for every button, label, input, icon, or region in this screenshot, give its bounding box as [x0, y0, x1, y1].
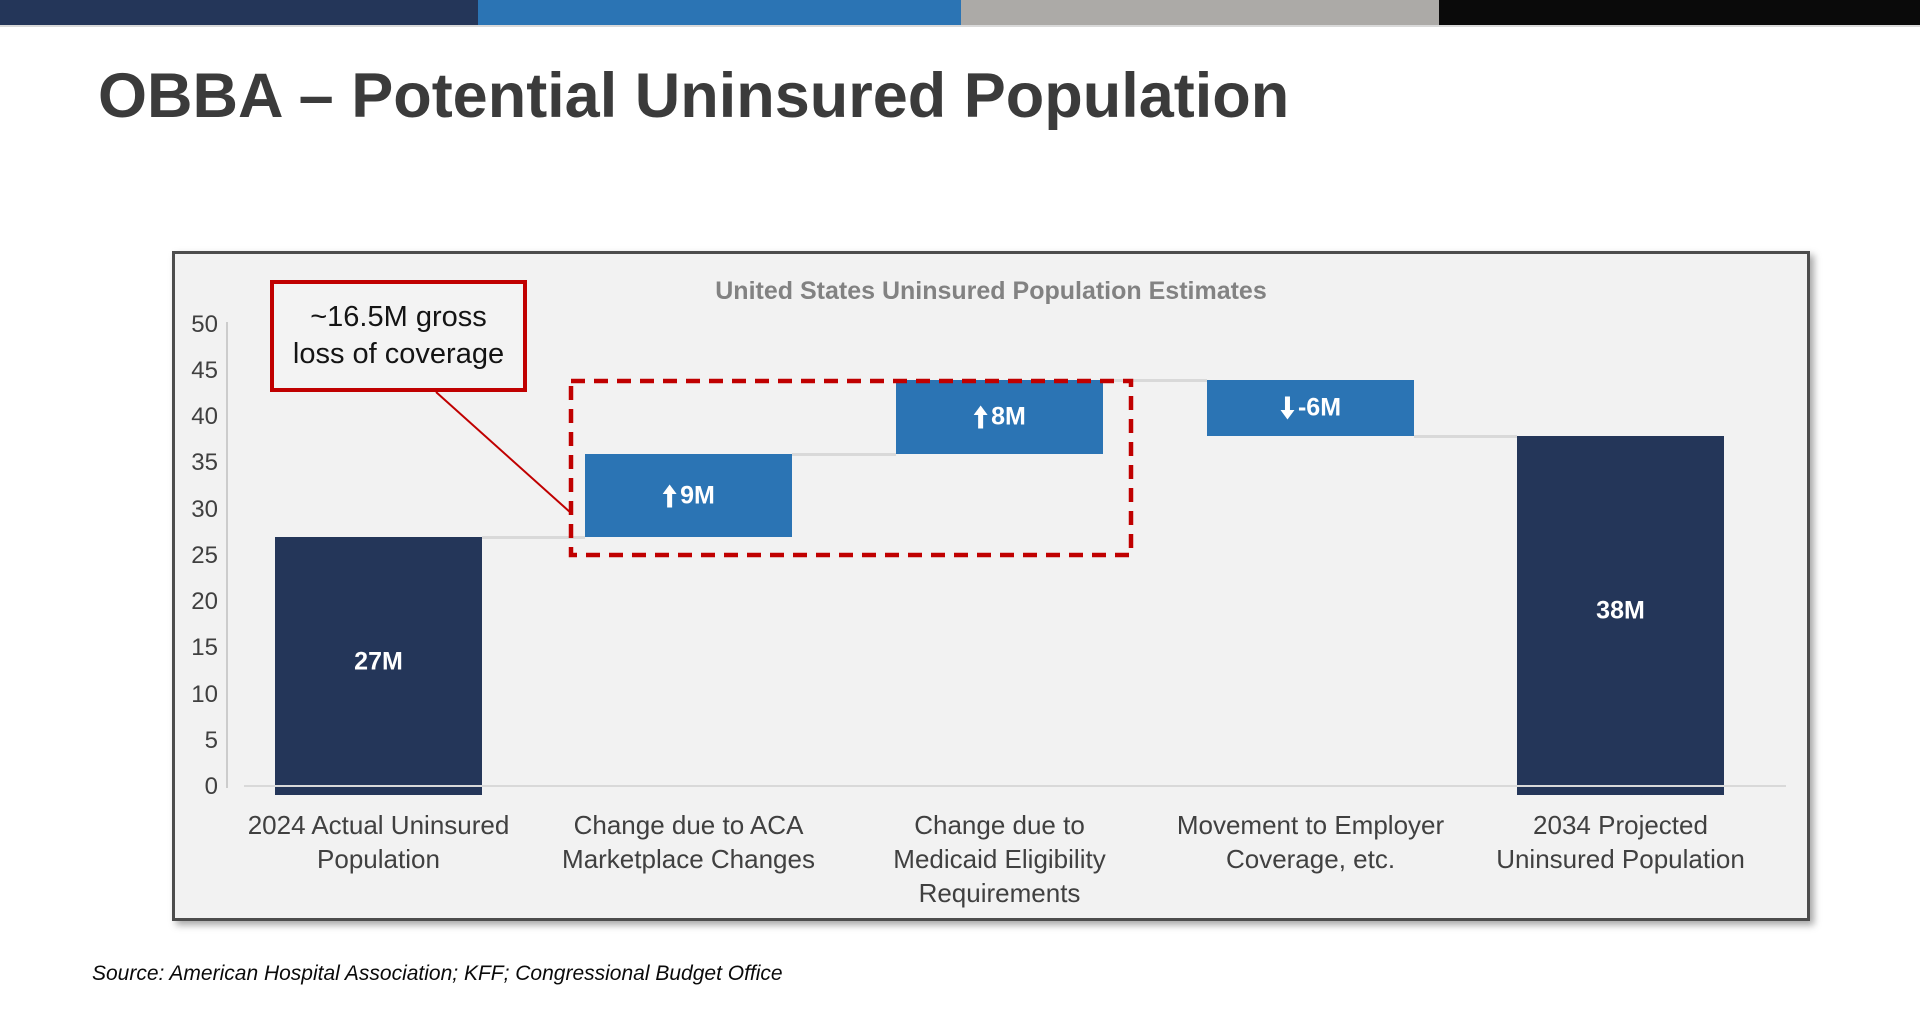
y-axis-tick-label: 10: [191, 680, 218, 708]
connector-line: [482, 536, 585, 540]
y-axis-tick-label: 35: [191, 449, 218, 477]
bar-value-label: 38M: [1596, 597, 1645, 626]
connector-line: [1103, 379, 1207, 382]
bar-value-text: 38M: [1596, 596, 1645, 625]
y-axis-tick-label: 30: [191, 495, 218, 523]
arrow-up-icon: [662, 484, 677, 508]
banner-bar: [0, 0, 1920, 25]
source-note: Source: American Hospital Association; K…: [92, 962, 783, 985]
category-label: 2024 Actual Uninsured Population: [247, 810, 510, 874]
banner-divider: [0, 25, 1920, 27]
arrow-up-icon: [973, 405, 988, 429]
chart-title: United States Uninsured Population Estim…: [715, 277, 1267, 305]
bar-value-label: 9M: [662, 481, 715, 510]
bar-value-text: 9M: [680, 481, 715, 510]
bar-value-text: 27M: [354, 647, 403, 676]
category-label: Change due to Medicaid Eligibility Requi…: [893, 810, 1106, 908]
banner-segment-blue: [478, 0, 961, 25]
category-label: Change due to ACA Marketplace Changes: [562, 810, 815, 874]
annotation-callout: ~16.5M gross loss of coverage: [270, 280, 527, 392]
x-axis-line: [244, 785, 1786, 787]
y-axis-tick-label: 40: [191, 403, 218, 430]
y-axis-tick-label: 50: [191, 310, 218, 338]
banner-segment-gray: [961, 0, 1439, 25]
bar-value-label: 27M: [354, 648, 403, 677]
bar-value-label: 8M: [973, 403, 1026, 432]
y-axis-tick-label: 15: [191, 634, 218, 662]
bar-4: [1207, 380, 1414, 436]
y-axis-tick-label: 45: [191, 356, 218, 384]
bar-value-text: -6M: [1297, 393, 1342, 422]
page-title: OBBA – Potential Uninsured Population: [98, 61, 1290, 131]
y-axis-tick-label: 20: [191, 588, 218, 615]
bar-5: [1517, 435, 1724, 795]
category-label: Movement to Employer Coverage, etc.: [1176, 810, 1445, 874]
y-axis-tick-label: 0: [204, 773, 218, 800]
bar-value-text: 8M: [991, 402, 1026, 431]
connector-line: [1414, 434, 1517, 438]
banner-segment-navy: [0, 0, 478, 25]
annotation-line-1: ~16.5M gross: [310, 301, 487, 333]
connector-line: [792, 453, 896, 456]
bar-value-label: -6M: [1279, 393, 1342, 422]
bar-1: [275, 537, 482, 795]
banner-segment-black: [1439, 0, 1920, 25]
arrow-down-icon: [1279, 396, 1294, 420]
y-axis-tick-label: 5: [204, 726, 218, 754]
annotation-line-2: loss of coverage: [292, 338, 505, 370]
category-label: 2034 Projected Uninsured Population: [1496, 810, 1745, 874]
y-axis-line: [226, 322, 228, 788]
y-axis-tick-label: 25: [191, 541, 218, 569]
